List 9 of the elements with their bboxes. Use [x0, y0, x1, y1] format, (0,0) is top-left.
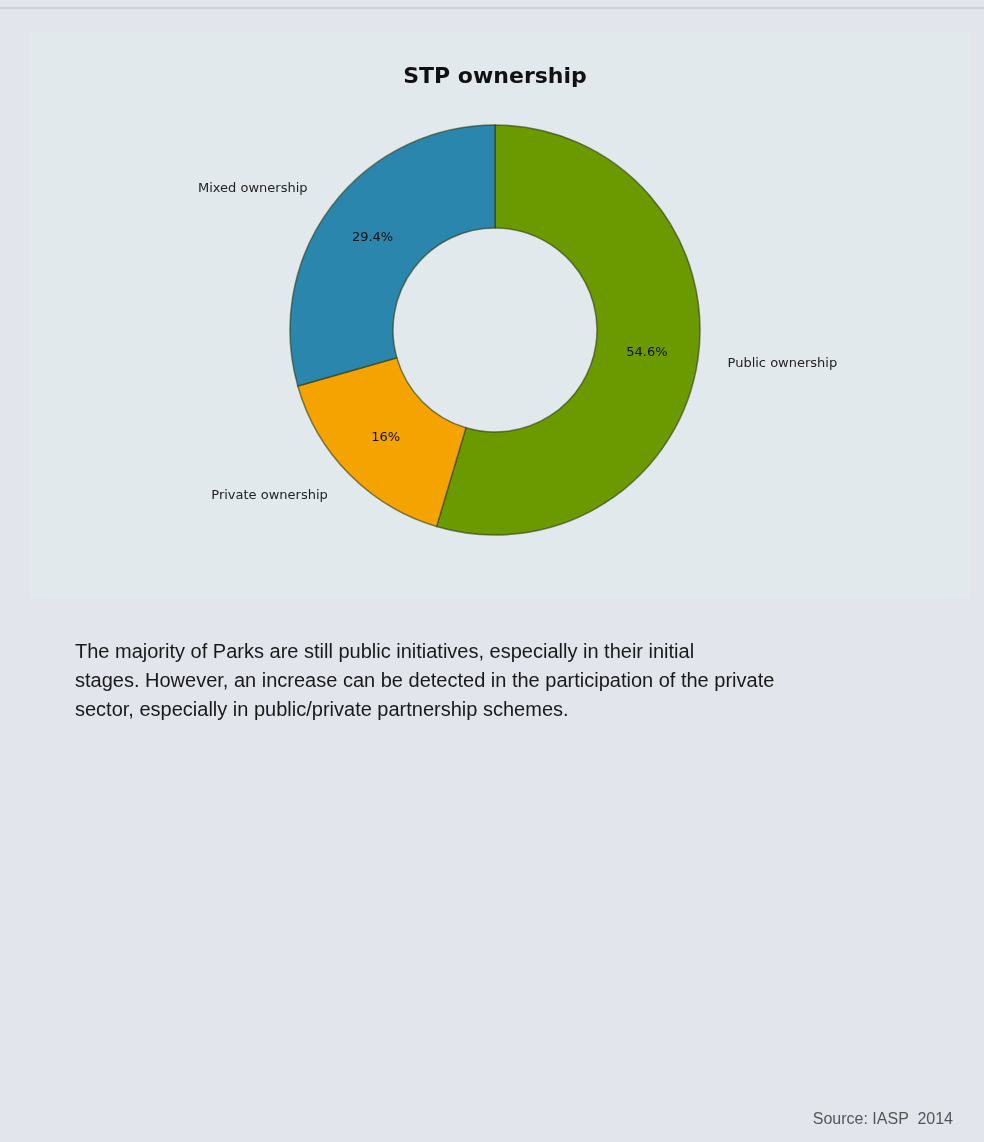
chart-title: STP ownership: [403, 63, 587, 88]
slice-label: Private ownership: [211, 486, 328, 502]
slice-label: Mixed ownership: [197, 179, 308, 195]
text: The majority of Parks are still public initiatives, especially in their initial stages. However, an increase can be detected in the participation of the private sector, especially in public/private partnership schemes.: [75, 640, 775, 720]
data-label: 16%: [371, 429, 401, 445]
data-label: 29.4%: [351, 228, 394, 244]
data-label: 54.6%: [626, 343, 668, 359]
slice-label: Public ownership: [727, 355, 838, 371]
source-note: Source: IASP 2014: [812, 1110, 954, 1127]
